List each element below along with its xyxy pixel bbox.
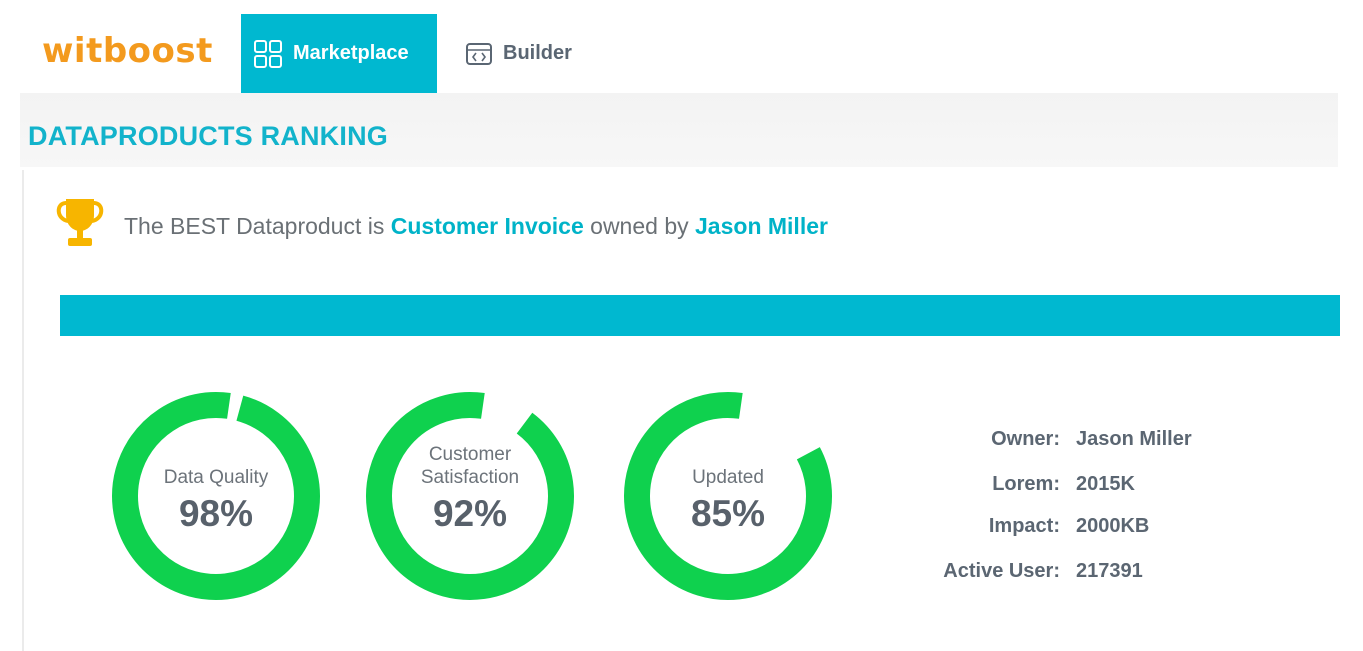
tab-builder[interactable]: Builder — [453, 14, 603, 93]
detail-value: Jason Miller — [1076, 428, 1192, 450]
detail-key: Active User: — [943, 560, 1060, 582]
trophy-icon — [54, 195, 106, 256]
gauge-value: 85% — [690, 493, 766, 534]
top-navigation-bar: witboost Marketplace Builder — [0, 0, 1363, 93]
gauge-ring — [624, 392, 832, 600]
gauge-ring — [366, 392, 574, 600]
detail-key: Owner: — [991, 428, 1060, 450]
gauge-label: Data Quality — [163, 467, 269, 488]
code-window-icon — [465, 41, 493, 67]
detail-key: Lorem: — [992, 473, 1060, 495]
best-owner-link[interactable]: Jason Miller — [695, 212, 828, 239]
best-product-link[interactable]: Customer Invoice — [390, 212, 584, 239]
witboost-logo[interactable]: witboost — [42, 31, 213, 71]
best-dataproduct-text: The BEST Dataproduct is Customer Invoice… — [124, 211, 828, 241]
gauge-label-line-1: Customer — [428, 444, 512, 465]
ranking-progress-bar — [60, 295, 1340, 336]
gauge-customer-satisfaction: Customer Satisfaction 92% — [362, 388, 578, 604]
best-prefix: The BEST Dataproduct is — [124, 212, 385, 239]
best-middle: owned by — [590, 212, 689, 239]
gauge-label: Updated — [692, 467, 764, 488]
page-header: DATAPRODUCTS RANKING — [20, 93, 1338, 167]
tab-marketplace-label: Marketplace — [293, 42, 409, 64]
gauge-data-quality: Data Quality 98% — [108, 388, 324, 604]
detail-value: 2000KB — [1076, 515, 1150, 537]
detail-value: 217391 — [1076, 560, 1143, 582]
tab-builder-label: Builder — [503, 42, 572, 64]
tab-marketplace[interactable]: Marketplace — [241, 14, 437, 93]
detail-key: Impact: — [988, 515, 1060, 537]
gauge-updated: Updated 85% — [620, 388, 836, 604]
gauge-ring — [112, 392, 320, 600]
detail-value: 2015K — [1076, 473, 1135, 495]
gauge-label-line-2: Satisfaction — [420, 467, 520, 488]
best-dataproduct-banner: The BEST Dataproduct is Customer Invoice… — [54, 195, 828, 256]
ranking-card: The BEST Dataproduct is Customer Invoice… — [22, 170, 1340, 651]
grid-icon — [253, 39, 283, 69]
page-title: DATAPRODUCTS RANKING — [28, 121, 388, 151]
gauge-value: 92% — [432, 493, 508, 534]
gauge-value: 98% — [178, 493, 254, 534]
